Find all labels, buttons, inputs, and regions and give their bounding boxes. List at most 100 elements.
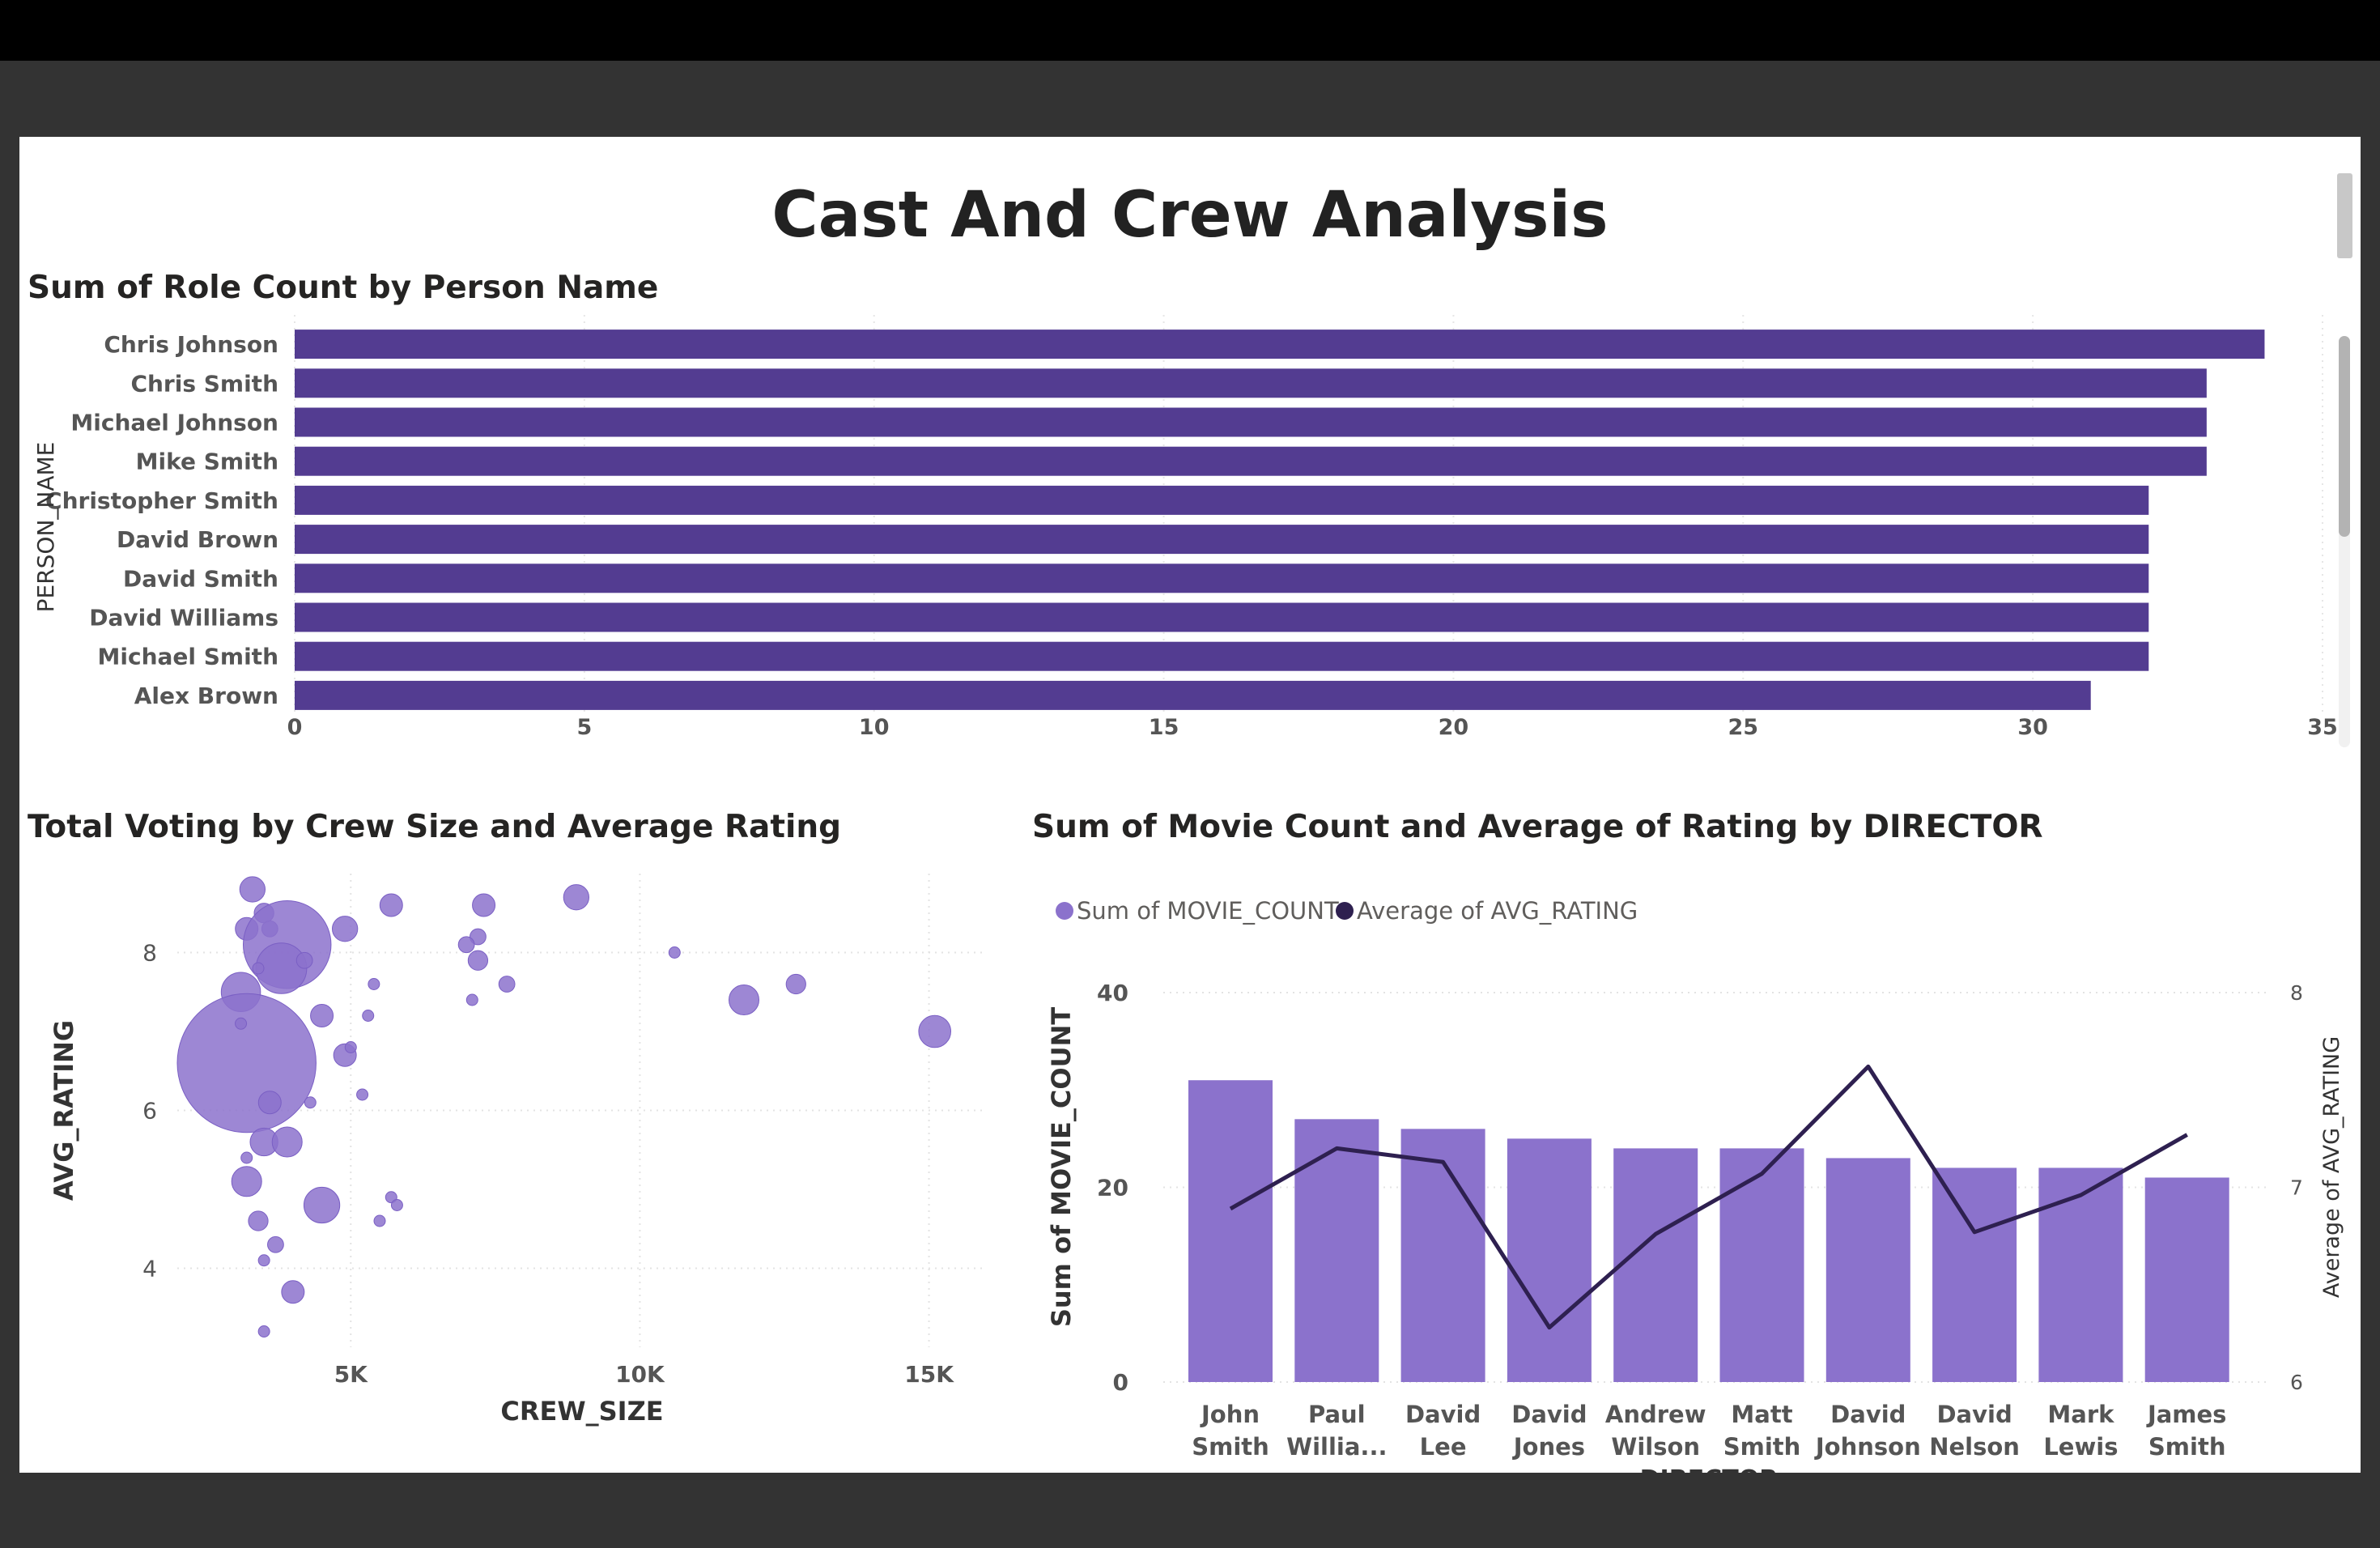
- scatter-point: [470, 928, 487, 946]
- bar: [295, 602, 2149, 632]
- x-tick-label: 15K: [904, 1361, 954, 1388]
- category-label-line2: Lewis: [2043, 1433, 2118, 1461]
- line-series: [1229, 1064, 2188, 1330]
- bar: [295, 680, 2091, 710]
- scatter-point: [457, 936, 475, 954]
- category-label-line1: David: [1511, 1401, 1587, 1428]
- scatter-point: [295, 951, 313, 969]
- bar: [1719, 1148, 1804, 1382]
- scatter-point: [467, 950, 489, 971]
- y-tick-label: 40: [1097, 980, 1128, 1006]
- scatter-point: [472, 893, 496, 917]
- scatter-point: [310, 1004, 334, 1027]
- scatter-chart-title: Total Voting by Crew Size and Average Ra…: [28, 809, 842, 845]
- y2-tick-label: 7: [2290, 1176, 2303, 1200]
- director-combo-chart[interactable]: Sum of MOVIE_COUNT Average of AVG_RATING 0…: [1023, 857, 2351, 1473]
- bar: [1294, 1119, 1379, 1382]
- category-label-line2: Smith: [2148, 1433, 2226, 1461]
- scatter-point: [373, 1214, 386, 1227]
- category-label-line1: James: [2146, 1401, 2227, 1428]
- x-tick-label: 0: [287, 715, 303, 740]
- category-label-line2: Nelson: [1929, 1433, 2020, 1461]
- x-axis-title: CREW_SIZE: [500, 1396, 663, 1427]
- bar: [1188, 1080, 1273, 1382]
- scatter-point: [176, 993, 317, 1133]
- bar-chart-scrollbar-thumb[interactable]: [2339, 336, 2350, 537]
- bar: [295, 563, 2149, 593]
- scatter-point: [235, 1017, 248, 1030]
- category-label-line1: Andrew: [1605, 1401, 1706, 1428]
- category-label: Michael Smith: [98, 644, 278, 670]
- scatter-point: [240, 1151, 253, 1164]
- category-label: Chris Johnson: [104, 331, 278, 358]
- scatter-point: [257, 1091, 282, 1115]
- category-label-line1: Mark: [2047, 1401, 2114, 1428]
- y-axis-title: PERSON_NAME: [32, 442, 59, 613]
- bar: [1825, 1158, 1910, 1382]
- category-label-line2: Jones: [1512, 1433, 1585, 1461]
- category-label-line1: David: [1936, 1401, 2012, 1428]
- legend-label-movie-count: Sum of MOVIE_COUNT: [1077, 897, 1339, 925]
- bar-chart-title: Sum of Role Count by Person Name: [28, 270, 659, 306]
- category-label-line2: Smith: [1723, 1433, 1801, 1461]
- category-label-line2: Willia...: [1286, 1433, 1387, 1461]
- category-label: David Williams: [89, 605, 278, 632]
- y-tick-label: 0: [1113, 1369, 1128, 1396]
- scatter-point: [563, 884, 590, 911]
- scatter-point: [918, 1014, 952, 1048]
- x-tick-label: 35: [2307, 715, 2338, 740]
- y-axis-title: Sum of MOVIE_COUNT: [1046, 1007, 1077, 1328]
- top-bar: [0, 0, 2380, 61]
- category-label: Alex Brown: [134, 683, 278, 709]
- scatter-point: [379, 893, 403, 917]
- x-tick-label: 30: [2017, 715, 2048, 740]
- scatter-point: [239, 876, 266, 903]
- legend-marker-avg-rating: [1336, 902, 1354, 920]
- scatter-point: [248, 1210, 269, 1231]
- scatter-point: [267, 1235, 284, 1253]
- x-tick-label: 10K: [615, 1361, 665, 1388]
- scatter-point: [498, 976, 516, 993]
- x-tick-label: 10: [859, 715, 890, 740]
- scatter-point: [257, 1325, 270, 1337]
- y2-tick-label: 6: [2290, 1371, 2303, 1394]
- x-tick-label: 15: [1149, 715, 1179, 740]
- scatter-point: [231, 1166, 262, 1197]
- x-tick-label: 5K: [334, 1361, 368, 1388]
- category-label: Michael Johnson: [70, 410, 278, 436]
- scatter-point: [271, 1126, 303, 1158]
- scatter-point: [344, 1041, 357, 1053]
- role-count-bar-chart[interactable]: 0 5 10 15 20 25 30 35 Chris Johnson Chris Smith Mi…: [19, 315, 2361, 764]
- y-tick-label: 20: [1097, 1175, 1128, 1201]
- legend-marker-movie-count: [1056, 902, 1073, 920]
- bar: [2144, 1177, 2229, 1382]
- bar: [2038, 1167, 2123, 1382]
- bar: [295, 525, 2149, 555]
- voting-scatter-chart[interactable]: 5K 10K 15K 4 6 8 CREW_SIZE AVG_RATING: [19, 857, 1007, 1473]
- bar: [295, 446, 2207, 476]
- scatter-point: [668, 946, 681, 959]
- x-tick-label: 25: [1728, 715, 1758, 740]
- category-label-line1: David: [1830, 1401, 1906, 1428]
- scatter-point: [362, 1010, 375, 1022]
- page-title: Cast And Crew Analysis: [771, 179, 1609, 252]
- scatter-point: [331, 916, 359, 942]
- category-label: David Smith: [123, 565, 278, 592]
- bar: [1507, 1138, 1592, 1382]
- category-label-line1: Paul: [1308, 1401, 1366, 1428]
- category-label-line2: Lee: [1420, 1433, 1467, 1461]
- y-tick-label: 8: [142, 940, 157, 967]
- scatter-point: [728, 984, 760, 1016]
- category-label: Mike Smith: [136, 449, 278, 475]
- report-canvas: Cast And Crew Analysis Sum of Role Count…: [19, 137, 2361, 1473]
- page-scrollbar[interactable]: [2337, 173, 2352, 258]
- y2-axis-title: Average of AVG_RATING: [2319, 1036, 2344, 1298]
- category-label: Chris Smith: [130, 370, 278, 397]
- category-label-line1: John: [1200, 1401, 1260, 1428]
- combo-chart-title: Sum of Movie Count and Average of Rating…: [1032, 809, 2043, 845]
- x-tick-label: 20: [1439, 715, 1469, 740]
- y-tick-label: 4: [142, 1256, 157, 1282]
- scatter-point: [281, 1280, 305, 1304]
- y-tick-label: 6: [142, 1098, 157, 1125]
- category-label-line2: Johnson: [1814, 1433, 1921, 1461]
